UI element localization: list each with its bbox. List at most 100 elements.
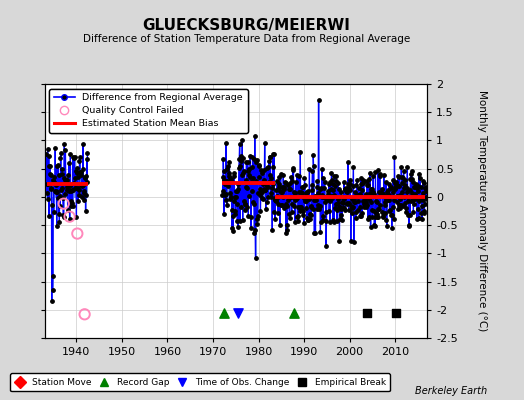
Point <box>383 223 391 230</box>
Point <box>224 170 233 176</box>
Point <box>305 210 314 217</box>
Point <box>239 170 247 176</box>
Point <box>385 196 393 203</box>
Point <box>404 193 412 200</box>
Point <box>78 194 86 200</box>
Point <box>303 216 312 223</box>
Point <box>360 200 368 207</box>
Point <box>249 175 257 181</box>
Point <box>58 184 66 191</box>
Point <box>223 201 231 208</box>
Point <box>80 311 89 318</box>
Point <box>386 207 395 213</box>
Point <box>261 186 269 193</box>
Point <box>367 199 376 205</box>
Point <box>419 190 428 196</box>
Point <box>357 212 366 219</box>
Point <box>335 237 344 244</box>
Point <box>342 188 351 194</box>
Point <box>274 201 282 208</box>
Point <box>343 200 351 206</box>
Point <box>344 207 353 213</box>
Point <box>80 197 89 203</box>
Point <box>297 203 305 210</box>
Point <box>287 174 296 180</box>
Point <box>328 177 336 183</box>
Point <box>44 196 52 202</box>
Point <box>370 208 378 214</box>
Point <box>418 203 426 209</box>
Point <box>260 167 268 174</box>
Point <box>314 190 322 196</box>
Point <box>57 149 65 156</box>
Point <box>402 185 411 191</box>
Point <box>234 224 242 230</box>
Point <box>412 182 420 188</box>
Point <box>393 182 401 188</box>
Point <box>228 225 236 231</box>
Point <box>422 184 431 190</box>
Point <box>378 214 387 220</box>
Point <box>269 164 278 170</box>
Point <box>378 209 387 215</box>
Point <box>294 172 303 179</box>
Point <box>237 203 246 210</box>
Point <box>396 196 405 202</box>
Point <box>345 185 353 192</box>
Point <box>396 205 405 211</box>
Point <box>340 179 348 186</box>
Point <box>403 164 411 170</box>
Point <box>378 190 386 196</box>
Point <box>353 192 362 198</box>
Point <box>392 310 400 316</box>
Point <box>67 188 75 194</box>
Legend: Difference from Regional Average, Quality Control Failed, Estimated Station Mean: Difference from Regional Average, Qualit… <box>49 89 248 133</box>
Point <box>311 192 319 199</box>
Point <box>236 153 245 159</box>
Point <box>419 177 427 184</box>
Point <box>301 198 310 204</box>
Point <box>327 169 335 176</box>
Point <box>255 174 263 180</box>
Point <box>354 198 363 204</box>
Point <box>81 207 90 214</box>
Point <box>333 218 341 224</box>
Point <box>71 168 80 174</box>
Point <box>234 181 242 187</box>
Point <box>384 187 392 193</box>
Point <box>344 159 352 166</box>
Point <box>406 212 414 219</box>
Point <box>48 287 57 293</box>
Point <box>58 166 66 172</box>
Point <box>408 176 417 182</box>
Point <box>317 219 325 225</box>
Point <box>251 226 259 233</box>
Point <box>346 187 354 193</box>
Point <box>356 212 365 219</box>
Point <box>263 165 271 172</box>
Point <box>66 214 74 220</box>
Point <box>412 181 421 187</box>
Point <box>345 181 354 188</box>
Point <box>353 177 361 183</box>
Point <box>80 190 88 196</box>
Point <box>373 199 381 205</box>
Point <box>333 207 341 213</box>
Point <box>55 172 63 178</box>
Point <box>239 198 248 204</box>
Point <box>47 186 56 192</box>
Point <box>254 213 262 220</box>
Point <box>49 273 57 279</box>
Point <box>264 194 272 200</box>
Point <box>257 167 266 174</box>
Point <box>59 212 68 218</box>
Point <box>290 188 299 195</box>
Point <box>385 208 394 214</box>
Point <box>369 191 378 197</box>
Point <box>252 178 260 184</box>
Point <box>238 137 246 144</box>
Point <box>234 186 243 192</box>
Point <box>326 178 334 185</box>
Point <box>318 166 326 172</box>
Point <box>323 187 332 194</box>
